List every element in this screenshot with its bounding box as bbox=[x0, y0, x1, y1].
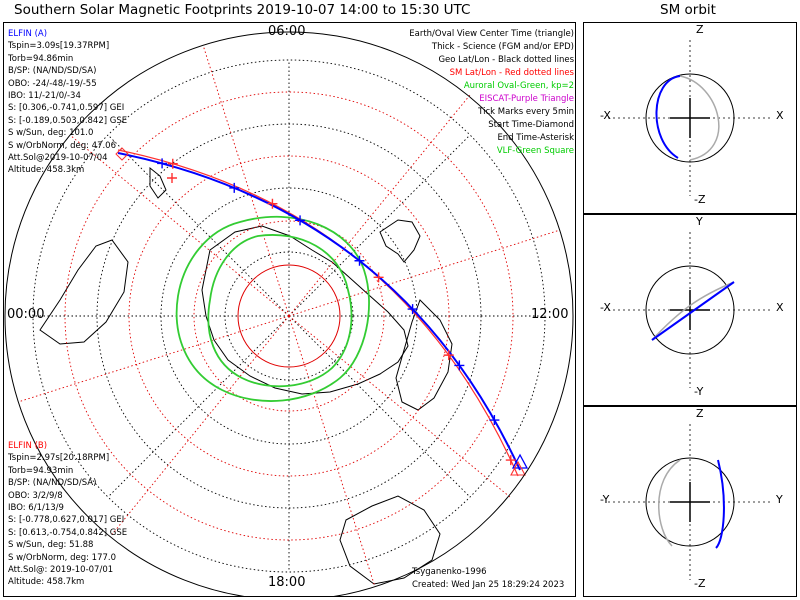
legend-entry: SM Lat/Lon - Red dotted lines bbox=[449, 68, 574, 78]
orbit-axis-label-right: Y bbox=[776, 493, 783, 506]
auroral-oval-outer bbox=[175, 215, 370, 402]
elfin-a-line: Att.Sol@2019-10-07/04 bbox=[8, 153, 108, 164]
legend-entry: Start Time-Diamond bbox=[488, 120, 574, 130]
elfin-a-tick bbox=[157, 158, 168, 169]
legend-entry: Thick - Science (FGM and/or EPD) bbox=[431, 42, 574, 52]
sm-latlon-grid bbox=[17, 44, 561, 588]
elfin-b-line: Torb=94.93min bbox=[8, 465, 74, 476]
globe-boundary bbox=[4, 31, 574, 596]
elfin-b-orbit bbox=[658, 459, 681, 547]
orbit-axis-label-top: Z bbox=[696, 23, 704, 36]
elfin-b-line: IBO: 6/1/13/9 bbox=[8, 503, 64, 514]
elfin-a-tick bbox=[489, 415, 500, 426]
elfin-a-line: S: [0.306,-0.741,0.597] GEI bbox=[8, 103, 125, 114]
legend: Earth/Oval View Center Time (triangle) Th… bbox=[409, 28, 574, 158]
elfin-a-line: Torb=94.86min bbox=[8, 53, 74, 64]
elfin-b-tick bbox=[167, 158, 178, 169]
elfin-b-line: S w/Sun, deg: 51.88 bbox=[8, 540, 94, 551]
orbit-axis-label-bottom: -Z bbox=[694, 577, 706, 590]
australia-coast bbox=[39, 239, 129, 345]
elfin-b-line: Att.Sol@: 2019-10-07/01 bbox=[8, 565, 114, 576]
start-diamond bbox=[115, 147, 129, 161]
legend-entry: Tick Marks every 5min bbox=[478, 107, 574, 117]
sm-pole-circle bbox=[237, 264, 341, 368]
footprint-panel-frame bbox=[3, 22, 576, 597]
auroral-oval-inner bbox=[207, 234, 353, 388]
clock-label-bottom: 18:00 bbox=[268, 575, 306, 590]
clock-label-left: 00:00 bbox=[7, 307, 45, 322]
new-zealand-coast bbox=[149, 166, 167, 199]
elfin-a-orbit bbox=[655, 75, 681, 159]
legend-entry: EISCAT-Purple Triangle bbox=[479, 94, 574, 104]
elfin-a-line: Altitude: 458.3km bbox=[8, 165, 85, 176]
orbit-panel-2-frame bbox=[583, 214, 797, 406]
elfin-a-track bbox=[117, 152, 521, 471]
legend-entry: VLF-Green Square bbox=[496, 146, 574, 156]
elfin-b-tick bbox=[373, 272, 384, 283]
orbit-axis-label-bottom: -Y bbox=[694, 385, 704, 398]
figure-title: Southern Solar Magnetic Footprints 2019-… bbox=[14, 2, 471, 18]
model-credit: Tsyganenko-1996 bbox=[412, 567, 487, 577]
elfin-b-tick bbox=[267, 198, 278, 209]
orbit-axis-label-top: Y bbox=[696, 215, 703, 228]
auroral-oval bbox=[175, 215, 370, 402]
elfin-b-line: S w/OrbNorm, deg: 177.0 bbox=[8, 552, 117, 563]
elfin-a-line: OBO: -24/-48/-19/-55 bbox=[8, 78, 97, 89]
elfin-a-tick bbox=[295, 215, 306, 226]
elfin-a-tick bbox=[354, 255, 365, 266]
orbit-title: SM orbit bbox=[660, 2, 716, 18]
elfin-b-line: B/SP: (NA/ND/SD/SA) bbox=[8, 478, 97, 489]
elfin-a-line: IBO: 11/-21/0/-34 bbox=[8, 91, 81, 102]
legend-entry: Geo Lat/Lon - Black dotted lines bbox=[438, 55, 574, 65]
clock-label-top: 06:00 bbox=[268, 24, 306, 39]
elfin-a-line: B/SP: (NA/ND/SD/SA) bbox=[8, 66, 97, 77]
elfin-a-tick bbox=[454, 360, 465, 371]
view-center-triangle bbox=[511, 453, 529, 469]
orbit-diagrams bbox=[608, 40, 772, 580]
elfin-a-line: Tspin=3.09s[19.37RPM] bbox=[8, 41, 110, 52]
elfin-a-line: S: [-0.189,0.503,0.842] GSE bbox=[8, 115, 128, 126]
view-center-triangle-b bbox=[510, 460, 526, 476]
legend-entry: End Time-Asterisk bbox=[497, 133, 574, 143]
orbit-axis-label-top: Z bbox=[696, 407, 704, 420]
clock-label-right: 12:00 bbox=[531, 307, 569, 322]
elfin-b-tick bbox=[505, 455, 516, 466]
elfin-b-line: ELFIN (B) bbox=[8, 441, 48, 451]
south-america-coast bbox=[379, 219, 421, 263]
footprint-tracks bbox=[115, 147, 529, 477]
orbit-axis-label-right: X bbox=[776, 109, 784, 122]
elfin-a-orbit bbox=[715, 459, 725, 549]
end-asterisk bbox=[167, 173, 177, 183]
orbit-axis-label-left: -X bbox=[600, 109, 611, 122]
elfin-b-line: OBO: 3/2/9/8 bbox=[8, 490, 63, 501]
south-america-tip bbox=[395, 299, 453, 411]
elfin-a-line: S w/Sun, deg: 101.0 bbox=[8, 128, 94, 139]
orbit-panel-3-frame bbox=[583, 406, 797, 597]
elfin-b-line: S: [0.613,-0.754,0.842] GSE bbox=[8, 527, 128, 538]
elfin-a-tick bbox=[407, 304, 418, 315]
antarctica-coastline bbox=[201, 225, 409, 395]
elfin-b-orbit bbox=[679, 75, 720, 161]
orbit-axis-label-left: -Y bbox=[600, 493, 610, 506]
elfin-b-line: Tspin=2.97s[20.18RPM] bbox=[8, 453, 110, 464]
elfin-b-orbit bbox=[651, 281, 735, 341]
elfin-a-orbit bbox=[651, 281, 735, 341]
created-credit: Created: Wed Jan 25 18:29:24 2023 bbox=[412, 580, 565, 590]
elfin-b-line: Altitude: 458.7km bbox=[8, 577, 85, 588]
elfin-a-info: ELFIN (A) Tspin=3.09s[19.37RPM] Torb=94.86… bbox=[8, 28, 127, 177]
elfin-a-line: ELFIN (A) bbox=[8, 29, 48, 39]
africa-coast bbox=[339, 495, 441, 585]
elfin-a-tick bbox=[229, 182, 240, 193]
legend-entry: Earth/Oval View Center Time (triangle) bbox=[409, 29, 574, 39]
orbit-axis-label-right: X bbox=[776, 301, 784, 314]
elfin-a-line: S w/OrbNorm, deg: 47.06 bbox=[8, 140, 117, 151]
legend-entry: Auroral Oval-Green, kp=2 bbox=[463, 81, 574, 91]
elfin-b-tick bbox=[443, 350, 454, 361]
orbit-panel-1-frame bbox=[583, 22, 797, 214]
elfin-b-info: ELFIN (B) Tspin=2.97s[20.18RPM] Torb=94.93… bbox=[8, 440, 127, 589]
orbit-axis-label-bottom: -Z bbox=[694, 193, 706, 206]
elfin-b-line: S: [-0.778,0.627,0.017] GEI bbox=[8, 515, 125, 526]
orbit-axis-label-left: -X bbox=[600, 301, 611, 314]
